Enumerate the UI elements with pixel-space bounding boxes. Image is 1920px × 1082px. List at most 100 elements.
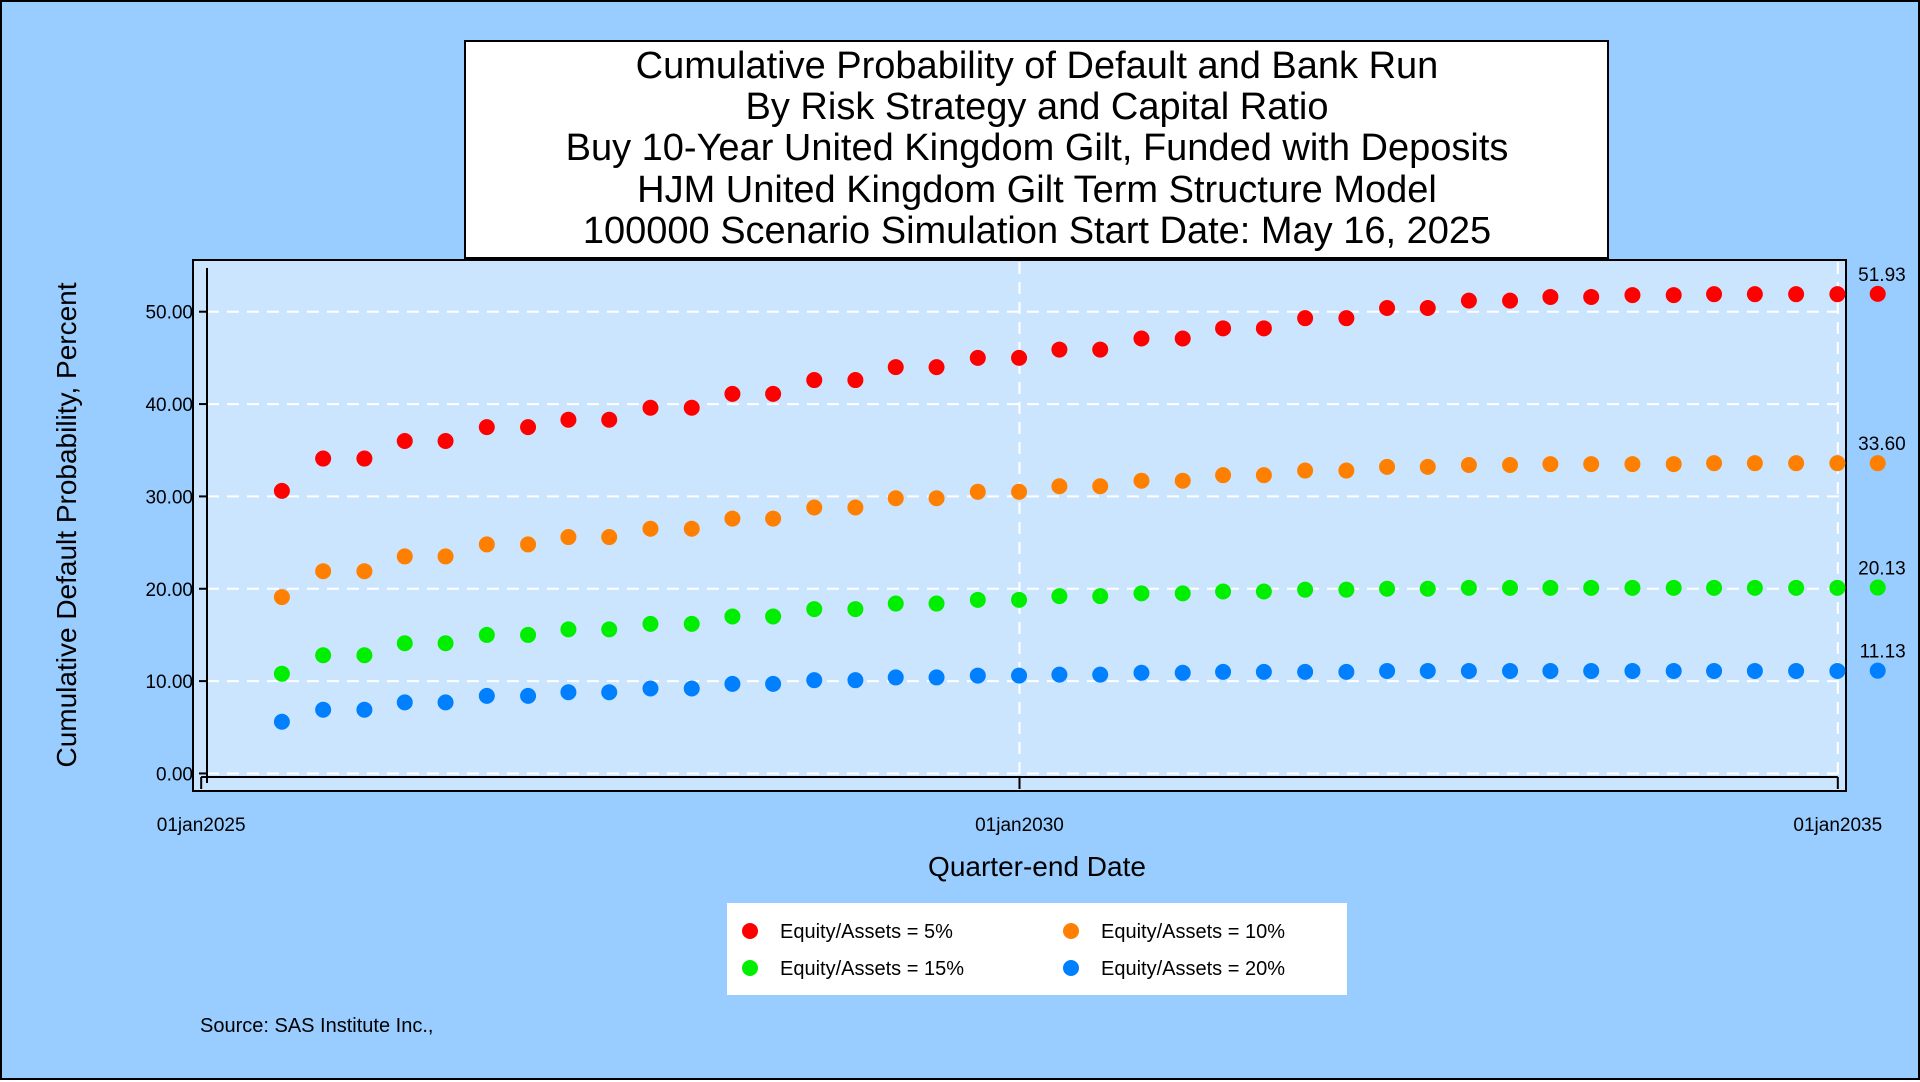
data-point [1624, 662, 1641, 679]
data-point [1624, 287, 1641, 304]
legend-marker [1063, 960, 1079, 976]
data-point [765, 675, 782, 692]
data-point [273, 482, 290, 499]
data-point [1869, 579, 1886, 596]
data-point [1215, 583, 1232, 600]
data-point [1829, 455, 1846, 472]
data-point [356, 701, 373, 718]
data-point [887, 669, 904, 686]
data-point [1542, 288, 1559, 305]
data-point [273, 589, 290, 606]
data-point [1665, 287, 1682, 304]
data-point [560, 621, 577, 638]
data-point [1869, 285, 1886, 302]
data-point [683, 520, 700, 537]
data-point [1665, 456, 1682, 473]
data-point [1255, 467, 1272, 484]
data-point [560, 411, 577, 428]
data-point [1665, 662, 1682, 679]
data-point [806, 672, 823, 689]
data-point [1829, 286, 1846, 303]
legend-marker [742, 960, 758, 976]
y-tick-label: 20.00 [145, 580, 193, 601]
data-point [1542, 662, 1559, 679]
data-point [315, 701, 332, 718]
data-point [1174, 330, 1191, 347]
data-point [1788, 579, 1805, 596]
data-point [315, 563, 332, 580]
data-point [1460, 662, 1477, 679]
data-point [1133, 472, 1150, 489]
data-point [887, 359, 904, 376]
title-line-2: By Risk Strategy and Capital Ratio [746, 86, 1329, 128]
data-point [1829, 662, 1846, 679]
data-point [887, 490, 904, 507]
legend: Equity/Assets = 5% Equity/Assets = 10% Equ… [727, 903, 1347, 995]
series-end-label: 20.13 [1858, 559, 1906, 580]
data-point [1338, 310, 1355, 327]
data-point [1419, 300, 1436, 317]
data-point [1460, 292, 1477, 309]
x-axis-title: Quarter-end Date [928, 851, 1146, 882]
x-tick-label: 01jan2035 [1793, 815, 1882, 836]
data-point [1255, 320, 1272, 337]
data-point [969, 591, 986, 608]
data-point [1542, 456, 1559, 473]
data-point [765, 608, 782, 625]
data-point [642, 520, 659, 537]
data-point [1051, 478, 1068, 495]
data-point [1583, 579, 1600, 596]
legend-label: Equity/Assets = 15% [780, 958, 964, 980]
data-point [520, 626, 537, 643]
data-point [520, 536, 537, 553]
title-line-1: Cumulative Probability of Default and Ba… [636, 45, 1439, 87]
data-point [601, 684, 618, 701]
legend-background [727, 903, 1347, 995]
x-tick-label: 01jan2025 [157, 815, 246, 836]
data-point [437, 433, 454, 450]
data-points [273, 285, 1886, 730]
data-point [928, 359, 945, 376]
data-point [1174, 664, 1191, 681]
data-point [1502, 457, 1519, 474]
data-point [1746, 579, 1763, 596]
data-point [1011, 349, 1028, 366]
data-point [1583, 662, 1600, 679]
legend-entry: Equity/Assets = 15% [742, 958, 964, 980]
data-point [1542, 579, 1559, 596]
data-point [847, 672, 864, 689]
data-point [928, 669, 945, 686]
data-point [1706, 286, 1723, 303]
data-point [1215, 467, 1232, 484]
data-point [1255, 583, 1272, 600]
data-point [1092, 666, 1109, 683]
data-point [437, 548, 454, 565]
y-tick-label: 30.00 [145, 487, 193, 508]
x-tick-label: 01jan2030 [975, 815, 1064, 836]
legend-label: Equity/Assets = 5% [780, 921, 953, 943]
data-point [969, 483, 986, 500]
data-point [1460, 457, 1477, 474]
data-point [273, 713, 290, 730]
data-point [1869, 662, 1886, 679]
data-point [642, 680, 659, 697]
data-point [1215, 320, 1232, 337]
data-point [1706, 579, 1723, 596]
axes: 0.00 10.00 20.00 30.00 40.00 50.00 01jan2025 01… [145, 268, 1882, 836]
data-point [1051, 666, 1068, 683]
data-point [1338, 462, 1355, 479]
data-point [1379, 580, 1396, 597]
data-point [1379, 458, 1396, 475]
data-point [1419, 580, 1436, 597]
data-point [724, 675, 741, 692]
data-point [724, 510, 741, 527]
data-point [356, 563, 373, 580]
legend-marker [1063, 923, 1079, 939]
data-point [847, 601, 864, 618]
data-point [1215, 663, 1232, 680]
data-point [437, 694, 454, 711]
data-point [1706, 662, 1723, 679]
end-labels: 51.93 33.60 20.13 11.13 [1858, 265, 1906, 663]
data-point [1502, 292, 1519, 309]
